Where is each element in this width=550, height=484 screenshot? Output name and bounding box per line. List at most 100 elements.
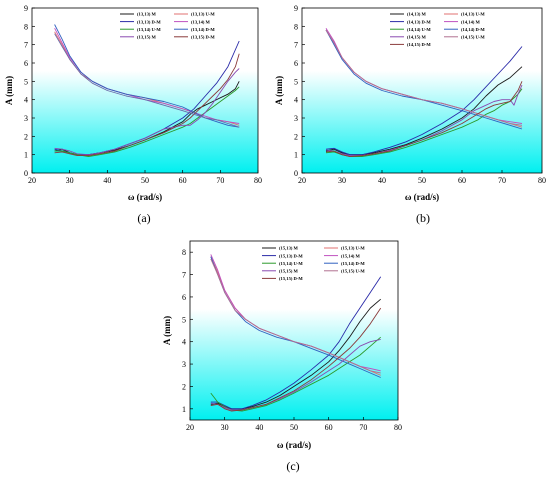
x-tick-label: 20 <box>186 423 194 432</box>
y-tick-label: 1 <box>24 151 28 160</box>
series-line <box>210 276 382 410</box>
x-tick-label: 50 <box>418 176 426 185</box>
legend-label: (15,14) D-M <box>341 261 365 266</box>
y-tick-label: 2 <box>294 132 298 141</box>
x-tick-label: 80 <box>254 176 262 185</box>
y-tick-label: 5 <box>24 77 28 86</box>
x-tick-label: 50 <box>290 423 298 432</box>
panel-a: 20 30 40 50 60 70 80 0 1 2 3 4 5 6 7 8 9 ω (rad/s) A (mm) (… <box>4 4 262 225</box>
y-tick-label: 6 <box>24 59 28 68</box>
y-tick-label: 3 <box>294 114 298 123</box>
x-tick-label: 30 <box>221 423 229 432</box>
y-tick-label: 4 <box>294 96 298 105</box>
x-axis-label: ω (rad/s) <box>128 192 162 202</box>
x-axis-label: ω (rad/s) <box>405 192 439 202</box>
y-tick-label: 8 <box>182 248 186 257</box>
plot-background-band <box>302 70 542 173</box>
y-tick-label: 0 <box>294 169 298 178</box>
y-tick-label: 4 <box>182 338 186 347</box>
legend-label: (15,15) D-M <box>279 276 303 281</box>
x-tick-label: 40 <box>255 423 263 432</box>
plot-background-band <box>190 309 398 420</box>
x-tick-label: 30 <box>66 176 74 185</box>
panel-c: 20 30 40 50 60 70 80 1 2 3 4 5 6 7 8 ω (rad/s) A (mm) (15… <box>162 240 402 473</box>
x-tick-label: 80 <box>394 423 402 432</box>
legend-label: (14,15) D-M <box>407 42 431 47</box>
x-tick-label: 40 <box>378 176 386 185</box>
series-line <box>210 338 381 411</box>
x-tick-label: 70 <box>498 176 506 185</box>
legend-label: (15,15) M <box>279 269 299 274</box>
x-tick-label: 20 <box>28 176 36 185</box>
legend-label: (13,14) M <box>191 19 211 24</box>
y-tick-label: 4 <box>24 96 28 105</box>
legend-label: (13,15) M <box>137 35 157 40</box>
legend-label: (13,13) D-M <box>137 19 161 24</box>
y-tick-label: 7 <box>24 41 28 50</box>
x-tick-label: 60 <box>325 423 333 432</box>
legend-label: (14,13) U-M <box>461 12 485 17</box>
x-tick-label: 70 <box>216 176 224 185</box>
legend-label: (14,14) M <box>461 19 481 24</box>
series-line <box>54 33 240 128</box>
legend-label: (14,13) M <box>407 12 427 17</box>
legend-label: (13,15) D-M <box>191 35 215 40</box>
panel-label: (c) <box>286 459 299 473</box>
y-tick-label: 6 <box>182 293 186 302</box>
y-axis-label: A (mm) <box>274 76 284 105</box>
series-line <box>54 53 240 157</box>
legend-label: (15,13) D-M <box>279 253 303 258</box>
y-tick-label: 3 <box>182 360 186 369</box>
y-tick-label: 5 <box>294 77 298 86</box>
legend-label: (15,14) M <box>341 253 361 258</box>
y-tick-label: 7 <box>294 41 298 50</box>
x-tick-label: 80 <box>538 176 546 185</box>
legend-label: (15,13) M <box>279 246 299 251</box>
series-line <box>325 46 523 156</box>
legend-label: (13,13) M <box>137 12 157 17</box>
series-line <box>54 68 240 156</box>
series-line <box>210 336 381 412</box>
legend-label: (14,13) D-M <box>407 19 431 24</box>
y-tick-label: 0 <box>24 169 28 178</box>
x-tick-label: 30 <box>338 176 346 185</box>
y-tick-label: 2 <box>24 132 28 141</box>
plot-background-band <box>32 70 258 173</box>
panel-b: 20 30 40 50 60 70 80 0 1 2 3 4 5 6 7 8 9 ω (rad/s) A (mm) (… <box>274 4 546 225</box>
series-line <box>210 307 382 412</box>
y-tick-label: 9 <box>294 4 298 13</box>
series-line <box>210 258 381 374</box>
legend-label: (15,13) U-M <box>341 246 365 251</box>
x-tick-label: 20 <box>298 176 306 185</box>
series-line <box>325 29 523 126</box>
y-tick-label: 7 <box>182 271 186 280</box>
legend-label: (15,14) U-M <box>279 261 303 266</box>
y-tick-label: 8 <box>294 22 298 31</box>
legend-label: (14,15) M <box>407 35 427 40</box>
y-axis-label: A (mm) <box>162 316 172 345</box>
y-tick-label: 2 <box>182 382 186 391</box>
series-line <box>54 86 240 157</box>
series-line <box>54 24 240 128</box>
x-tick-label: 50 <box>141 176 149 185</box>
x-tick-label: 60 <box>179 176 187 185</box>
legend-label: (14,14) U-M <box>407 27 431 32</box>
legend-label: (13,14) U-M <box>137 27 161 32</box>
y-axis-label: A (mm) <box>4 76 14 105</box>
y-tick-label: 3 <box>24 114 28 123</box>
legend-label: (14,14) D-M <box>461 27 485 32</box>
x-tick-label: 70 <box>359 423 367 432</box>
x-tick-label: 40 <box>103 176 111 185</box>
legend-label: (13,14) D-M <box>191 27 215 32</box>
series-line <box>325 81 523 157</box>
legend-label: (13,13) U-M <box>191 12 215 17</box>
panel-label: (b) <box>416 211 430 225</box>
legend-label: (14,15) U-M <box>461 35 485 40</box>
y-tick-label: 1 <box>294 151 298 160</box>
series-line <box>325 84 523 157</box>
y-tick-label: 8 <box>24 22 28 31</box>
panel-label: (a) <box>137 211 150 225</box>
x-tick-label: 60 <box>458 176 466 185</box>
y-tick-label: 5 <box>182 315 186 324</box>
